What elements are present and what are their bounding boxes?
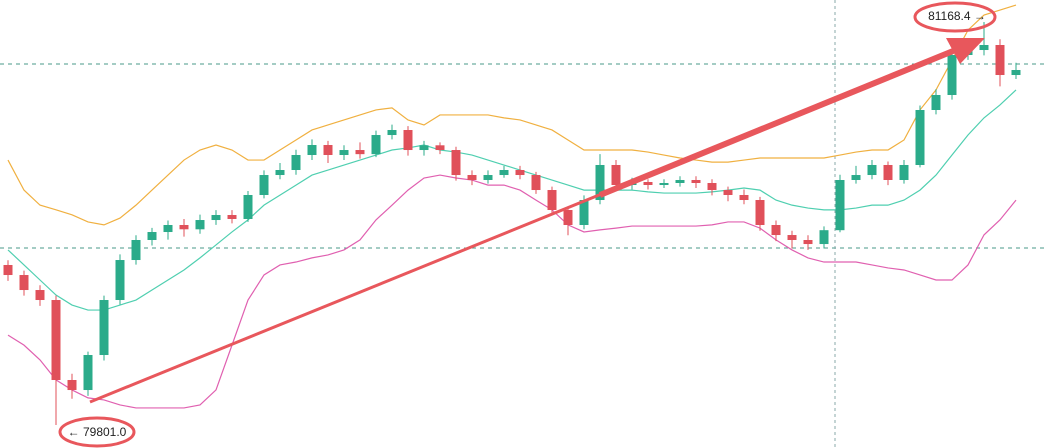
candle-body: [355, 150, 365, 155]
candle-body: [771, 225, 781, 236]
candle-body: [787, 235, 797, 241]
candle-body: [835, 179, 845, 231]
candle-body: [451, 150, 461, 176]
candle-body: [131, 240, 141, 261]
trend-arrow-line-thick: [598, 46, 960, 198]
candle-body: [675, 179, 685, 184]
candle-body: [515, 170, 525, 176]
candle-body: [755, 200, 765, 226]
candle-body: [595, 164, 605, 201]
candle-body: [883, 164, 893, 180]
price-label: ← 79801.0: [68, 425, 127, 439]
bands: [7, 4, 1017, 409]
highlight-high: [913, 1, 997, 33]
candle-body: [147, 232, 157, 241]
candle-body: [243, 194, 253, 219]
candle-body: [179, 225, 189, 230]
candle-body: [979, 45, 989, 51]
candle-body: [819, 230, 829, 245]
candle-body: [739, 194, 749, 201]
candle-body: [723, 190, 733, 195]
candle-body: [403, 130, 413, 151]
candle-body: [803, 240, 813, 245]
reference-lines: [0, 63, 1048, 249]
candle-body: [659, 183, 669, 186]
candle-body: [35, 290, 45, 301]
candle-body: [435, 145, 445, 151]
candle-body: [867, 164, 877, 176]
candle-body: [467, 175, 477, 180]
candle-body: [323, 145, 333, 156]
candle-body: [547, 190, 557, 210]
candle-body: [851, 175, 861, 180]
candle-body: [211, 215, 221, 221]
candle-body: [1011, 70, 1021, 76]
candle-body: [531, 175, 541, 191]
band-line: [7, 89, 1017, 311]
candle-body: [371, 135, 381, 155]
candle-body: [339, 150, 349, 156]
candle-body: [995, 45, 1005, 76]
candle-body: [275, 170, 285, 176]
candle-body: [99, 300, 109, 356]
candle-body: [931, 94, 941, 110]
annotations: ← 79801.0 81168.4 →: [68, 9, 986, 439]
candle-body: [387, 130, 397, 136]
candle-body: [51, 300, 61, 381]
candle-body: [307, 145, 317, 156]
candle-body: [83, 355, 93, 391]
candle-body: [579, 200, 589, 226]
candle-body: [19, 275, 29, 291]
candle-body: [499, 170, 509, 176]
candle-body: [691, 179, 701, 184]
candle-body: [611, 164, 621, 186]
candle-body: [115, 260, 125, 301]
candle-body: [419, 145, 429, 151]
price-label: 81168.4 →: [928, 9, 986, 23]
highlight-low: [58, 416, 136, 448]
candle-body: [947, 54, 957, 95]
candle-body: [899, 164, 909, 180]
candle-body: [195, 220, 205, 230]
candle-body: [259, 175, 269, 195]
trend-arrow-head: [946, 38, 985, 64]
candle-body: [3, 264, 13, 276]
candles: [3, 21, 1021, 426]
candle-body: [563, 210, 573, 226]
candle-body: [291, 155, 301, 171]
candle-body: [163, 225, 173, 233]
candle-body: [483, 175, 493, 180]
candle-body: [915, 109, 925, 165]
candle-body: [707, 183, 717, 191]
band-line: [7, 174, 1017, 409]
candle-body: [227, 215, 237, 219]
band-line: [7, 4, 1017, 226]
candle-body: [67, 380, 77, 391]
candle-body: [643, 182, 653, 186]
